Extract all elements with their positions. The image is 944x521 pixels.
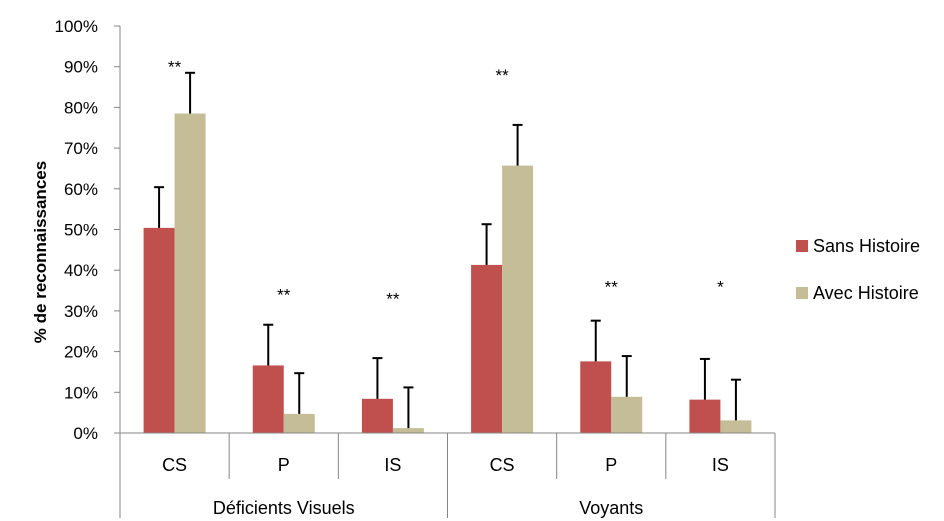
bar: [580, 361, 612, 433]
bar: [689, 399, 721, 433]
legend: Sans Histoire Avec Histoire: [796, 236, 920, 303]
significance-marker: *: [717, 277, 724, 296]
category-label: IS: [384, 455, 401, 475]
bars: [143, 113, 752, 433]
y-tick-label: 80%: [64, 98, 98, 117]
error-bars: [154, 71, 741, 429]
legend-swatch: [796, 240, 808, 252]
y-tick-label: 30%: [64, 302, 98, 321]
y-tick-label: 60%: [64, 180, 98, 199]
y-axis-title: % de reconnaissances: [31, 161, 50, 343]
y-tick-label: 100%: [55, 17, 98, 36]
bar: [471, 264, 503, 433]
y-tick-label: 20%: [64, 343, 98, 362]
bar: [252, 365, 284, 433]
category-label: CS: [490, 455, 515, 475]
bar: [502, 165, 534, 433]
significance-marker: **: [277, 286, 291, 305]
bar: [174, 113, 206, 433]
bar: [720, 420, 752, 433]
group-label: Déficients Visuels: [213, 498, 355, 518]
significance-marker: **: [386, 290, 400, 309]
bar: [392, 428, 424, 433]
category-label: CS: [162, 455, 187, 475]
legend-label: Avec Histoire: [813, 283, 919, 303]
category-label: P: [605, 455, 617, 475]
x-axis: [119, 432, 776, 518]
x-axis-group-labels: Déficients Visuels Voyants: [213, 498, 643, 518]
legend-label: Sans Histoire: [813, 236, 920, 256]
significance-marker: **: [605, 277, 619, 296]
significance-marker: **: [495, 66, 509, 85]
category-label: IS: [712, 455, 729, 475]
y-tick-label: 10%: [64, 383, 98, 402]
x-axis-category-labels: CS P IS CS P IS: [162, 455, 729, 475]
bar: [611, 396, 643, 433]
category-label: P: [278, 455, 290, 475]
bar: [283, 413, 315, 433]
group-label: Voyants: [579, 498, 643, 518]
y-tick-label: 40%: [64, 261, 98, 280]
legend-swatch: [796, 287, 808, 299]
y-axis-ticks: [114, 25, 121, 434]
y-tick-label: 50%: [64, 221, 98, 240]
significance-markers: **** ****** *: [168, 58, 724, 309]
bar: [143, 227, 175, 433]
y-tick-label: 0%: [73, 424, 98, 443]
y-tick-label: 70%: [64, 139, 98, 158]
significance-marker: **: [168, 58, 182, 77]
y-tick-label: 90%: [64, 58, 98, 77]
y-axis-tick-labels: 0% 10% 20% 30% 40% 50% 60% 70% 80% 90% 100%: [55, 17, 98, 443]
bar: [361, 398, 393, 433]
